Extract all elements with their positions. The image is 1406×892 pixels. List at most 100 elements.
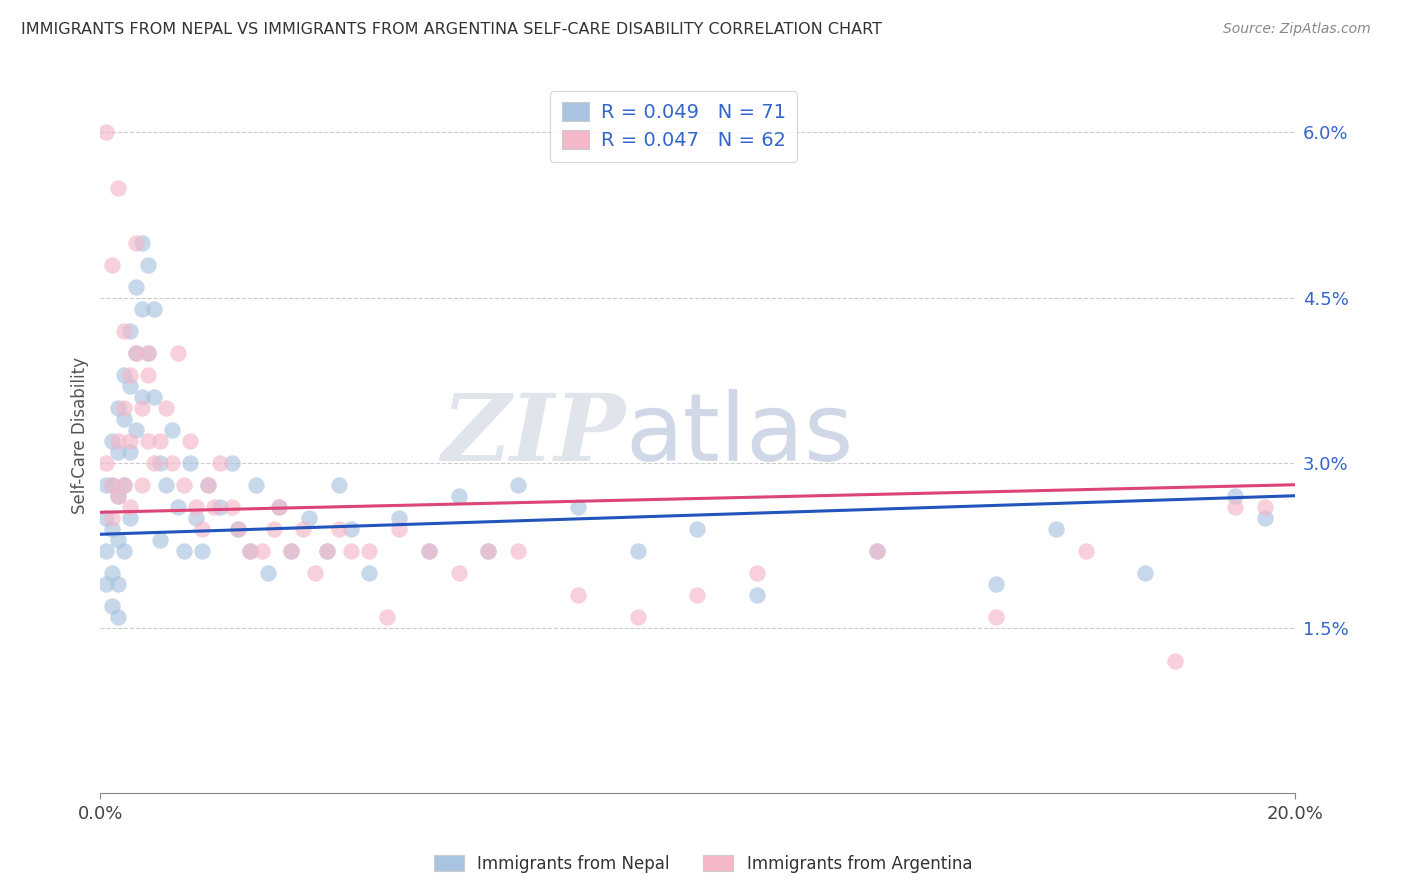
Point [125, 345, 148, 359]
Point [226, 522, 249, 536]
Point [328, 477, 350, 491]
Point [388, 510, 411, 524]
Point [280, 543, 302, 558]
Point [120, 444, 142, 458]
Point [1045, 522, 1067, 536]
Point [131, 401, 153, 415]
Point [388, 522, 411, 536]
Point [1223, 500, 1246, 514]
Point [96, 456, 118, 470]
Point [245, 477, 267, 491]
Point [125, 235, 148, 250]
Text: Source: ZipAtlas.com: Source: ZipAtlas.com [1223, 22, 1371, 37]
Point [107, 434, 129, 448]
Point [357, 566, 380, 580]
Point [96, 126, 118, 140]
Point [375, 610, 398, 624]
Point [101, 522, 124, 536]
Point [101, 477, 124, 491]
Point [627, 543, 650, 558]
Point [107, 533, 129, 547]
Point [263, 522, 285, 536]
Point [160, 423, 183, 437]
Point [984, 610, 1007, 624]
Point [167, 345, 190, 359]
Point [155, 401, 177, 415]
Point [101, 566, 124, 580]
Point [256, 566, 278, 580]
Point [686, 588, 709, 602]
Point [101, 510, 124, 524]
Legend: R = 0.049   N = 71, R = 0.047   N = 62: R = 0.049 N = 71, R = 0.047 N = 62 [550, 91, 797, 161]
Point [107, 577, 129, 591]
Point [143, 301, 166, 316]
Point [197, 477, 219, 491]
Point [167, 500, 190, 514]
Point [865, 543, 887, 558]
Point [125, 345, 148, 359]
Point [418, 543, 440, 558]
Point [120, 324, 142, 338]
Point [120, 500, 142, 514]
Point [143, 456, 166, 470]
Point [304, 566, 326, 580]
Point [107, 610, 129, 624]
Point [107, 401, 129, 415]
Point [101, 434, 124, 448]
Point [239, 543, 262, 558]
Point [120, 434, 142, 448]
Point [221, 456, 243, 470]
Point [292, 522, 315, 536]
Point [120, 510, 142, 524]
Point [269, 500, 291, 514]
Text: ZIP: ZIP [441, 390, 626, 480]
Point [131, 301, 153, 316]
Point [508, 543, 530, 558]
Point [155, 477, 177, 491]
Point [112, 543, 135, 558]
Point [747, 566, 769, 580]
Point [747, 588, 769, 602]
Point [686, 522, 709, 536]
Point [112, 401, 135, 415]
Point [508, 477, 530, 491]
Point [1074, 543, 1097, 558]
Point [96, 577, 118, 591]
Point [149, 434, 172, 448]
Point [101, 477, 124, 491]
Point [136, 434, 159, 448]
Point [112, 324, 135, 338]
Point [136, 345, 159, 359]
Point [184, 510, 207, 524]
Point [107, 180, 129, 194]
Point [357, 543, 380, 558]
Point [125, 423, 148, 437]
Point [120, 368, 142, 382]
Point [179, 456, 201, 470]
Point [477, 543, 499, 558]
Point [136, 258, 159, 272]
Point [107, 489, 129, 503]
Point [125, 279, 148, 293]
Text: atlas: atlas [626, 389, 853, 481]
Point [250, 543, 273, 558]
Point [136, 368, 159, 382]
Point [131, 477, 153, 491]
Point [208, 500, 231, 514]
Point [316, 543, 339, 558]
Point [131, 235, 153, 250]
Point [173, 543, 195, 558]
Point [149, 533, 172, 547]
Point [120, 378, 142, 392]
Point [280, 543, 302, 558]
Point [96, 510, 118, 524]
Point [112, 477, 135, 491]
Point [328, 522, 350, 536]
Point [197, 477, 219, 491]
Point [136, 345, 159, 359]
Point [184, 500, 207, 514]
Point [131, 390, 153, 404]
Point [208, 456, 231, 470]
Point [418, 543, 440, 558]
Point [112, 477, 135, 491]
